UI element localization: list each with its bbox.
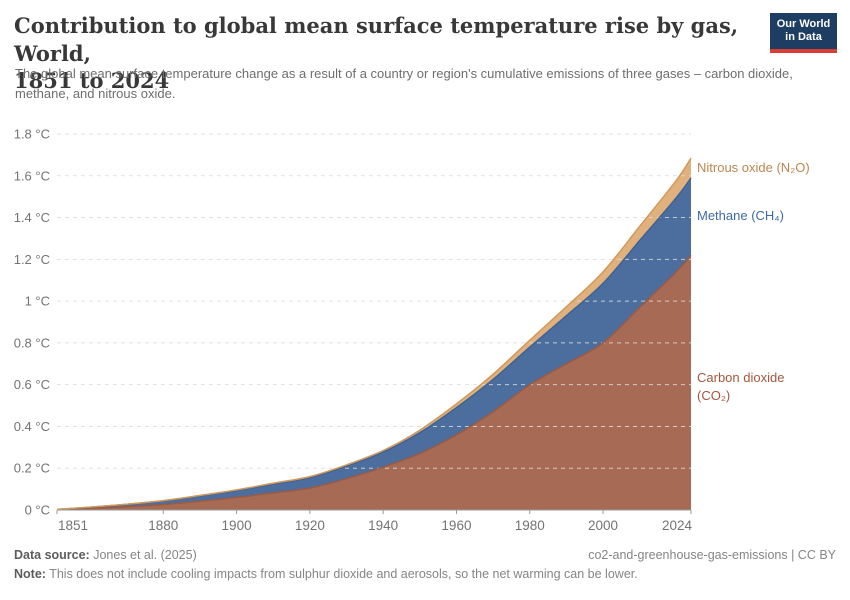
owid-logo-line2: in Data: [785, 31, 822, 43]
page-title-line1: Contribution to global mean surface temp…: [14, 13, 739, 66]
y-axis-tick-label: 0.6 °C: [14, 377, 50, 392]
note-text: This does not include cooling impacts fr…: [45, 566, 638, 581]
x-axis-tick-label: 1940: [368, 518, 398, 533]
y-axis-tick-label: 0.4 °C: [14, 419, 50, 434]
y-axis-tick-label: 0.8 °C: [14, 335, 50, 350]
chart-subtitle: The global mean surface temperature chan…: [15, 66, 793, 102]
y-axis-tick-label: 0 °C: [25, 503, 50, 518]
note-label: Note:: [14, 566, 46, 581]
data-source-line: Data source: Jones et al. (2025): [14, 546, 197, 565]
series-label-methane[interactable]: Methane (CH₄): [697, 208, 784, 223]
y-axis-tick-label: 1.2 °C: [14, 252, 50, 267]
note-line: Note: This does not include cooling impa…: [14, 565, 638, 584]
data-source-label: Data source:: [14, 548, 90, 562]
area-co2[interactable]: [57, 255, 691, 510]
y-axis-tick-label: 1.8 °C: [14, 127, 50, 142]
x-axis-tick-label: 1900: [222, 518, 252, 533]
series-line-co2: [56, 254, 692, 511]
owid-logo-line1: Our World: [776, 18, 831, 31]
series-line-n2o: [56, 157, 692, 511]
y-axis-tick-label: 1 °C: [25, 294, 50, 309]
data-source-text: Jones et al. (2025): [89, 548, 197, 562]
x-axis-tick-label: 1960: [441, 518, 471, 533]
owid-logo[interactable]: Our World in Data: [770, 13, 837, 53]
x-axis-tick-label: 1920: [295, 518, 325, 533]
y-axis-tick-label: 0.2 °C: [14, 461, 50, 476]
y-axis-tick-label: 1.6 °C: [14, 168, 50, 183]
x-axis-tick-label: 2024: [662, 518, 693, 533]
page-title-line2: 1851 to 2024: [14, 68, 170, 94]
series-label-nitrous-oxide[interactable]: Nitrous oxide (N₂O): [697, 160, 810, 175]
x-axis-tick-label: 1851: [58, 518, 88, 533]
series-label-carbon-dioxide[interactable]: Carbon dioxide (CO₂): [697, 370, 785, 403]
license-link[interactable]: co2-and-greenhouse-gas-emissions | CC BY: [588, 548, 836, 562]
y-axis-tick-label: 1.4 °C: [14, 210, 50, 225]
x-axis-tick-label: 1880: [148, 518, 178, 533]
x-axis-tick-label: 1980: [515, 518, 545, 533]
chart-footer: Data source: Jones et al. (2025) co2-and…: [14, 546, 836, 584]
page-title: Contribution to global mean surface temp…: [14, 12, 759, 95]
x-axis-tick-label: 2000: [588, 518, 618, 533]
